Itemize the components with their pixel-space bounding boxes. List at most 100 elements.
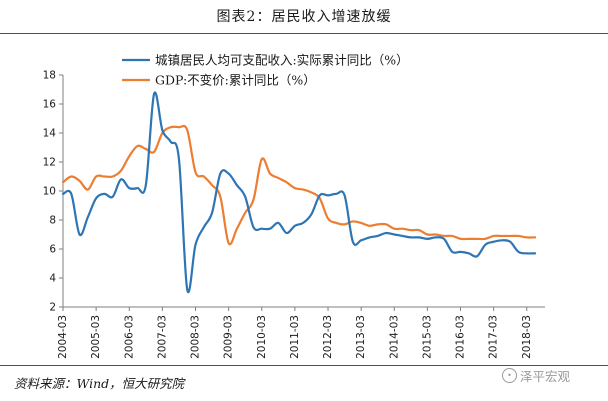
data-point — [129, 156, 130, 157]
watermark: • 泽平宏观 — [502, 364, 570, 386]
data-point — [427, 234, 428, 235]
data-point — [394, 234, 395, 235]
x-tick-label: 2017-03 — [488, 315, 500, 359]
data-point — [187, 130, 188, 131]
data-point — [452, 235, 453, 236]
data-point — [311, 192, 312, 193]
data-point — [145, 185, 146, 186]
data-point — [419, 237, 420, 238]
data-point — [278, 177, 279, 178]
y-tick-label: 8 — [49, 215, 56, 227]
y-tick-label: 14 — [43, 128, 57, 140]
data-point — [344, 195, 345, 196]
y-tick-label: 16 — [43, 99, 57, 111]
data-point — [518, 251, 519, 252]
y-tick-label: 4 — [49, 273, 56, 285]
data-point — [485, 238, 486, 239]
data-point — [71, 176, 72, 177]
data-point — [501, 240, 502, 241]
x-tick-label: 2008-03 — [190, 315, 202, 359]
data-point — [294, 188, 295, 189]
data-point — [352, 241, 353, 242]
data-point — [236, 228, 237, 229]
data-point — [468, 253, 469, 254]
x-tick-label: 2014-03 — [388, 315, 400, 359]
data-point — [269, 228, 270, 229]
source-note: 资料来源：Wind，恒大研究院 — [14, 376, 185, 391]
data-point — [203, 176, 204, 177]
data-point — [236, 185, 237, 186]
data-point — [534, 237, 535, 238]
data-point — [96, 176, 97, 177]
data-point — [493, 241, 494, 242]
data-point — [319, 195, 320, 196]
x-tick-label: 2016-03 — [455, 315, 467, 359]
y-tick-label: 18 — [43, 70, 56, 82]
data-point — [170, 127, 171, 128]
data-point — [145, 148, 146, 149]
data-point — [311, 214, 312, 215]
y-tick-label: 10 — [43, 186, 56, 198]
data-point — [79, 234, 80, 235]
data-point — [261, 228, 262, 229]
data-point — [427, 238, 428, 239]
data-point — [534, 253, 535, 254]
data-point — [369, 225, 370, 226]
data-point — [228, 173, 229, 174]
footer-band — [0, 365, 608, 401]
data-point — [286, 232, 287, 233]
data-point — [278, 222, 279, 223]
data-point — [96, 198, 97, 199]
data-point — [62, 193, 63, 194]
x-tick-label: 2007-03 — [156, 315, 168, 359]
data-point — [71, 193, 72, 194]
data-point — [476, 238, 477, 239]
data-point — [303, 189, 304, 190]
data-point — [336, 222, 337, 223]
data-point — [294, 225, 295, 226]
data-point — [129, 188, 130, 189]
data-point — [460, 238, 461, 239]
data-point — [468, 238, 469, 239]
data-point — [352, 221, 353, 222]
data-point — [402, 228, 403, 229]
data-point — [377, 235, 378, 236]
data-point — [336, 193, 337, 194]
data-point — [286, 182, 287, 183]
data-point — [104, 176, 105, 177]
legend-label-1: GDP:不变价:累计同比（%） — [155, 73, 316, 88]
data-point — [518, 235, 519, 236]
x-tick-label: 2012-03 — [322, 315, 334, 359]
data-point — [137, 188, 138, 189]
x-tick-label: 2004-03 — [57, 315, 69, 359]
series-line-0 — [61, 91, 537, 294]
data-point — [485, 244, 486, 245]
data-point — [361, 222, 362, 223]
data-point — [79, 180, 80, 181]
data-point — [253, 227, 254, 228]
data-point — [112, 196, 113, 197]
data-point — [245, 196, 246, 197]
data-point — [87, 189, 88, 190]
data-point — [344, 224, 345, 225]
legend-label-0: 城镇居民人均可支配收入:实际累计同比（%） — [155, 53, 409, 68]
data-point — [112, 176, 113, 177]
x-tick-label: 2006-03 — [123, 315, 135, 359]
data-point — [369, 237, 370, 238]
data-point — [245, 212, 246, 213]
data-point — [120, 179, 121, 180]
data-point — [211, 185, 212, 186]
series-line-1 — [61, 124, 537, 246]
data-point — [410, 237, 411, 238]
data-point — [170, 141, 171, 142]
data-point — [104, 193, 105, 194]
data-point — [178, 159, 179, 160]
x-tick-label: 2010-03 — [256, 315, 268, 359]
data-point — [154, 93, 155, 94]
data-point — [443, 238, 444, 239]
data-point — [178, 127, 179, 128]
x-tick-label: 2018-03 — [521, 315, 533, 359]
data-point — [211, 212, 212, 213]
header-band — [0, 0, 608, 34]
